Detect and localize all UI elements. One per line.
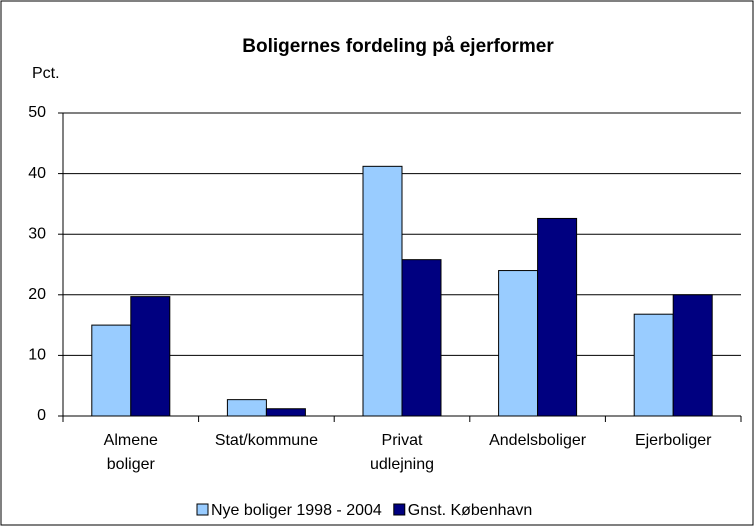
y-tick-label: 10 <box>28 347 46 364</box>
x-tick-label-line: Andelsboliger <box>489 432 587 449</box>
bar <box>362 165 403 417</box>
x-tick-label-line: boliger <box>107 456 156 473</box>
bar <box>537 217 578 417</box>
legend-label: Gnst. København <box>408 502 533 519</box>
bar <box>633 313 674 417</box>
bar <box>672 294 713 417</box>
x-tick-label-line: Privat <box>382 432 423 449</box>
y-tick-label: 50 <box>28 104 46 121</box>
legend-label: Nye boliger 1998 - 2004 <box>211 502 382 519</box>
bar <box>226 399 267 417</box>
x-tick-label-line: Stat/kommune <box>215 432 318 449</box>
y-tick-label: 40 <box>28 165 46 182</box>
x-tick-label: Almene boliger <box>104 432 158 473</box>
y-tick-label: 0 <box>37 407 46 424</box>
x-tick-label: Ejerboliger <box>635 432 712 449</box>
legend-swatch <box>196 503 209 516</box>
bar <box>401 259 442 417</box>
x-tick-label-line: Almene <box>104 432 158 449</box>
y-tick-label: 20 <box>28 286 46 303</box>
y-axis-label: Pct. <box>32 65 60 82</box>
legend-swatch <box>393 503 406 516</box>
bar <box>498 270 539 417</box>
bar <box>91 324 132 417</box>
x-tick-label: Andelsboliger <box>489 432 587 449</box>
bar <box>130 296 171 417</box>
bar <box>265 408 306 417</box>
y-tick-label: 30 <box>28 225 46 242</box>
x-tick-label: Stat/kommune <box>215 432 318 449</box>
x-tick-label-line: udlejning <box>370 456 434 473</box>
x-tick-label-line: Ejerboliger <box>635 432 712 449</box>
x-tick-label: Privat udlejning <box>370 432 434 473</box>
chart-title: Boligernes fordeling på ejerformer <box>242 36 554 57</box>
